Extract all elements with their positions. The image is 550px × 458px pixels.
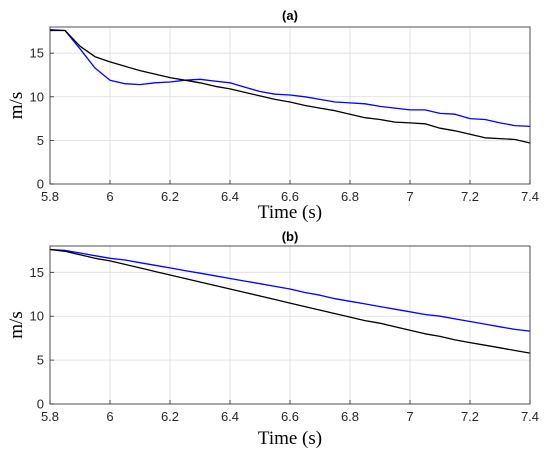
x-axis-label: Time (s) [258, 428, 322, 449]
series-line-blue [49, 28, 531, 128]
x-axis-label: Time (s) [258, 202, 322, 223]
series-line-black [50, 29, 531, 144]
chart-panel-b: 5.8 6 6.2 6.4 6.6 6.8 7 7.2 7.4 0 5 10 15 (b) Time (s)… [6, 229, 539, 449]
x-tick-label: 6.8 [341, 189, 359, 204]
x-tick-label: 7.2 [461, 189, 479, 204]
x-tick-label: 6.2 [161, 189, 179, 204]
x-tick-label: 5.8 [41, 189, 59, 204]
y-tick-label: 10 [30, 309, 44, 324]
x-tick-label: 7.4 [521, 409, 539, 424]
x-tick-label: 7 [406, 409, 413, 424]
y-tick-label: 5 [37, 353, 44, 368]
x-tick-label: 5.8 [41, 409, 59, 424]
y-axis-label: m/s [6, 311, 27, 338]
series-line-black [49, 248, 531, 354]
x-tick-label: 7 [406, 189, 413, 204]
x-tick-label: 6 [106, 189, 113, 204]
x-tick-label: 7.4 [521, 189, 539, 204]
x-tick-label: 6 [106, 409, 113, 424]
x-tick-label: 6.4 [221, 409, 239, 424]
x-tick-label: 6.4 [221, 189, 239, 204]
panel-title: (a) [282, 8, 298, 23]
y-axis-label: m/s [6, 92, 27, 119]
y-tick-label: 10 [30, 89, 44, 104]
y-tick-label: 15 [30, 265, 44, 280]
x-tick-label: 6.8 [341, 409, 359, 424]
y-tick-label: 0 [37, 177, 44, 192]
x-tick-label: 7.2 [461, 409, 479, 424]
y-tick-label: 0 [37, 397, 44, 412]
panel-title: (b) [282, 229, 299, 244]
y-tick-label: 15 [30, 46, 44, 61]
y-tick-label: 5 [37, 133, 44, 148]
x-tick-label: 6.2 [161, 409, 179, 424]
x-tick-label: 6.6 [281, 189, 299, 204]
series-line-blue [49, 248, 531, 332]
x-tick-label: 6.6 [281, 409, 299, 424]
chart-panel-a: 5.8 6 6.2 6.4 6.6 6.8 7 7.2 7.4 0 5 10 15 (a) Time (s)… [6, 8, 539, 223]
